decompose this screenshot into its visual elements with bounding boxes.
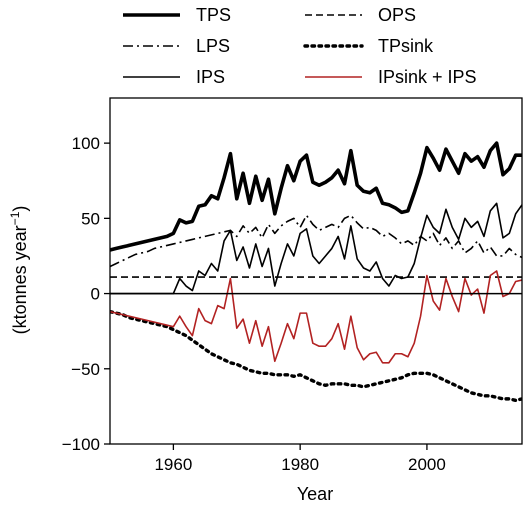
y-axis-title-exponent: −1: [8, 211, 22, 225]
x-axis-ticks: 1960 1980 2000: [154, 444, 446, 474]
series-line-lps: [110, 214, 522, 268]
y-tick-label: 100: [72, 134, 100, 153]
plot-area: 1960 1980 2000 −100 −50 0 50 100: [62, 97, 523, 474]
x-axis-title: Year: [297, 484, 333, 504]
series-layer: [110, 141, 522, 403]
y-tick-label: −50: [71, 360, 100, 379]
legend-label-ipsink-ips: IPsink + IPS: [378, 67, 477, 87]
x-tick-label: 1980: [281, 455, 319, 474]
legend: TPS OPS LPS TPsink IPS IPsink + IPS: [123, 5, 477, 87]
y-tick-label: 50: [81, 209, 100, 228]
plot-frame: [109, 97, 523, 445]
series-line-tpsink: [110, 309, 522, 403]
y-axis-title-main: (ktonnes year: [10, 225, 30, 334]
legend-label-ops: OPS: [378, 5, 416, 25]
legend-label-tpsink: TPsink: [378, 36, 434, 56]
legend-label-lps: LPS: [196, 36, 230, 56]
series-line-tps: [110, 141, 522, 252]
series-line-ips: [110, 202, 522, 295]
y-tick-label: 0: [91, 285, 100, 304]
legend-label-ips: IPS: [196, 67, 225, 87]
y-axis-ticks: −100 −50 0 50 100: [62, 134, 110, 454]
y-axis-title-close: ): [10, 206, 30, 212]
series-line-ipsink-ips: [110, 270, 522, 364]
y-axis-title: (ktonnes year−1): [8, 206, 30, 335]
x-tick-label: 1960: [154, 455, 192, 474]
y-tick-label: −100: [62, 435, 100, 454]
x-tick-label: 2000: [408, 455, 446, 474]
legend-label-tps: TPS: [196, 5, 231, 25]
